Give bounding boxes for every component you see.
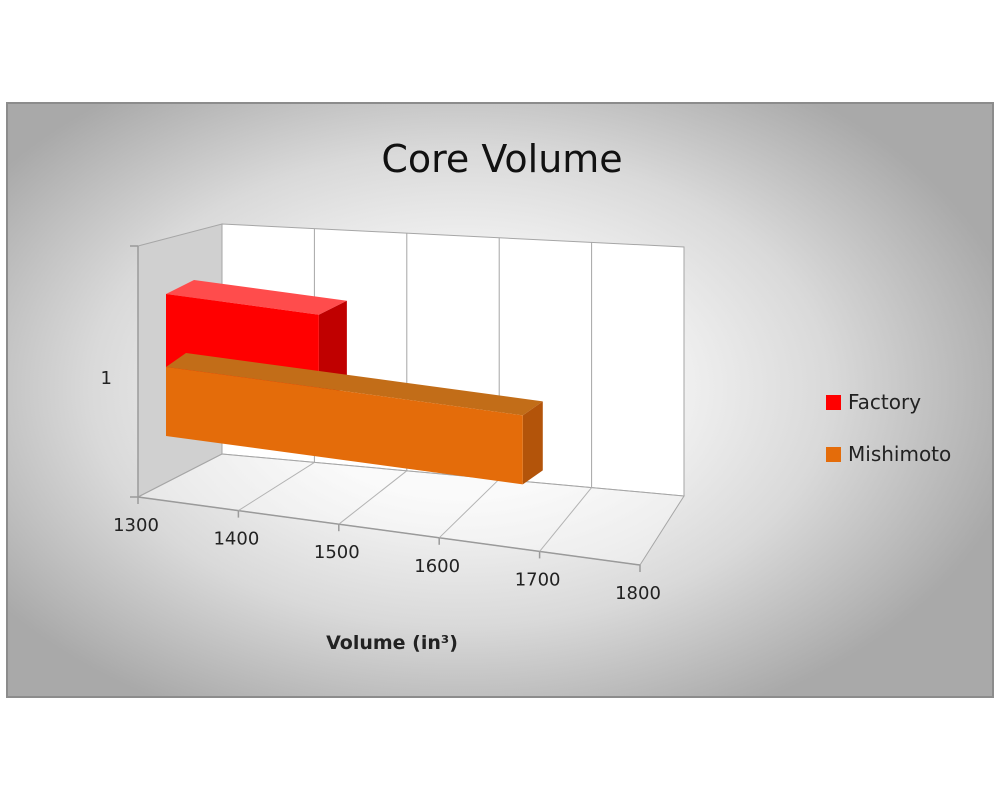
bar-top bbox=[166, 280, 347, 315]
legend-swatch bbox=[826, 447, 841, 462]
x-tick-label: 1700 bbox=[515, 569, 561, 590]
bar-mishimoto bbox=[166, 367, 523, 485]
chart-svg: Core Volume 1300 1400 1500 1600 1700 1800 1 Vo… bbox=[101, 137, 952, 654]
gridline bbox=[438, 478, 500, 539]
gridline bbox=[238, 461, 315, 512]
chart-area: Core Volume 1300 1400 1500 1600 1700 1800 1 Vo… bbox=[6, 102, 994, 698]
chart-title: Core Volume bbox=[381, 137, 622, 181]
x-tick-label: 1300 bbox=[113, 515, 159, 536]
x-axis-title: Volume (in³) bbox=[326, 632, 458, 654]
gridline bbox=[539, 487, 592, 552]
x-tick-label: 1800 bbox=[615, 583, 661, 604]
legend-label: Factory bbox=[848, 390, 921, 414]
x-tick-label: 1600 bbox=[414, 556, 460, 577]
x-tick-label: 1500 bbox=[314, 542, 360, 563]
gridline bbox=[338, 470, 408, 525]
bar-top bbox=[166, 353, 543, 416]
x-axis-line bbox=[137, 496, 641, 566]
x-tick-label: 1400 bbox=[213, 529, 259, 550]
y-tick-label: 1 bbox=[101, 368, 112, 389]
legend-swatch bbox=[826, 395, 841, 410]
bar-side bbox=[522, 401, 543, 485]
legend-label: Mishimoto bbox=[848, 442, 951, 466]
